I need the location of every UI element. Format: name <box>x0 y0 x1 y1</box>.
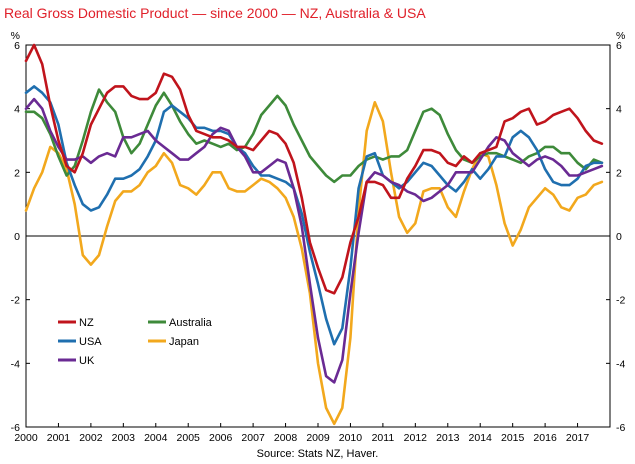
x-tick-label: 2003 <box>112 432 136 444</box>
source-note: Source: Stats NZ, Haver. <box>256 448 379 460</box>
x-tick-label: 2006 <box>209 432 233 444</box>
x-tick-label: 2016 <box>533 432 557 444</box>
x-tick-label: 2014 <box>469 432 493 444</box>
series-lines <box>24 43 604 426</box>
y-tick-label-left: 0 <box>14 231 20 243</box>
y-tick-label-right: -2 <box>616 295 625 307</box>
y-unit-right: % <box>616 30 625 42</box>
chart-title: Real Gross Domestic Product — since 2000… <box>4 5 426 21</box>
series-line-nz <box>24 43 604 295</box>
legend-label-nz: NZ <box>79 317 94 329</box>
y-unit-left: % <box>11 30 20 42</box>
series-line-japan <box>24 101 604 426</box>
x-tick-label: 2010 <box>339 432 363 444</box>
x-tick-label: 2002 <box>79 432 103 444</box>
y-tick-label-left: 4 <box>14 104 20 116</box>
y-tick-label-right: 2 <box>616 167 622 179</box>
x-tick-label: 2011 <box>372 432 395 444</box>
y-tick-label-left: 2 <box>14 167 20 179</box>
series-line-uk <box>24 97 604 384</box>
x-tick-label: 2000 <box>14 432 38 444</box>
x-tick-label: 2001 <box>47 432 71 444</box>
y-axis-right: 6 4 2 0 -2 -4 -6 <box>606 40 625 434</box>
x-tick-label: 2009 <box>306 432 330 444</box>
legend-label-usa: USA <box>79 336 102 348</box>
y-tick-label-right: 6 <box>616 40 622 52</box>
legend-label-uk: UK <box>79 355 95 367</box>
x-tick-label: 2015 <box>501 432 525 444</box>
x-tick-label: 2007 <box>241 432 265 444</box>
legend-label-japan: Japan <box>169 336 199 348</box>
x-tick-label: 2013 <box>436 432 460 444</box>
series-line-usa <box>24 85 604 346</box>
y-tick-label-right: -6 <box>616 422 625 434</box>
x-tick-label: 2008 <box>274 432 298 444</box>
y-tick-label-right: 0 <box>616 231 622 243</box>
y-tick-label-right: 4 <box>616 104 622 116</box>
y-tick-label-left: -2 <box>11 295 20 307</box>
y-axis-left: 6 4 2 0 -2 -4 -6 <box>11 40 30 434</box>
x-tick-label: 2005 <box>177 432 201 444</box>
x-tick-label: 2012 <box>404 432 428 444</box>
y-tick-label-left: -4 <box>11 358 20 370</box>
x-tick-label: 2017 <box>566 432 590 444</box>
legend: NZ Australia USA Japan UK <box>58 317 213 367</box>
legend-label-australia: Australia <box>169 317 213 329</box>
x-axis: 2000 2001 2002 2003 2004 2005 2006 2007 2008 2009… <box>14 423 589 444</box>
series-line-australia <box>24 88 604 184</box>
x-tick-label: 2004 <box>144 432 168 444</box>
y-tick-label-left: -6 <box>11 422 20 434</box>
y-tick-label-right: -4 <box>616 358 625 370</box>
y-tick-label-left: 6 <box>14 40 20 52</box>
